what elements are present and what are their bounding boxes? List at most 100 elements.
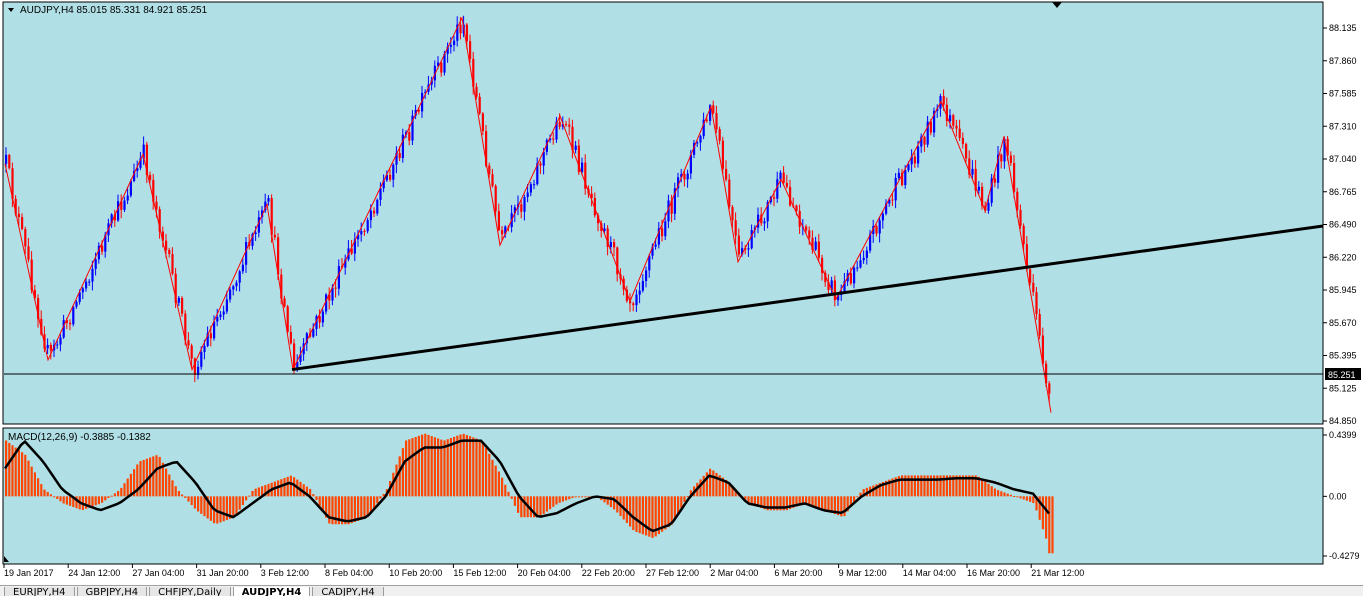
macd-bar — [782, 496, 785, 511]
macd-bar — [75, 496, 78, 509]
tab-gbpjpy-h4[interactable]: GBPJPY,H4 — [76, 587, 148, 596]
macd-bar — [229, 496, 232, 519]
macd-bar — [667, 496, 670, 528]
macd-bar — [437, 438, 440, 497]
price-tick-label: 85.395 — [1329, 351, 1357, 361]
candle-body — [261, 210, 264, 218]
macd-bar — [545, 496, 548, 512]
candle-body — [827, 282, 830, 291]
price-tick-label: 85.125 — [1329, 383, 1357, 393]
macd-bar — [971, 475, 974, 497]
candle-body — [885, 203, 888, 214]
candle-body — [197, 366, 200, 375]
macd-bar — [353, 496, 356, 522]
candle-body — [923, 136, 926, 145]
macd-bar — [888, 479, 891, 497]
macd-bar — [417, 435, 420, 497]
candle-body — [821, 257, 824, 273]
macd-bar — [155, 455, 158, 497]
trendline-segment[interactable] — [291, 224, 1324, 372]
candle-body — [78, 292, 81, 302]
candle-body — [625, 289, 628, 301]
macd-bar — [520, 496, 523, 518]
candle-body — [14, 198, 17, 214]
tab-chfjpy-daily[interactable]: CHFJPY,Daily — [149, 587, 231, 596]
candle-body — [741, 248, 744, 255]
macd-bar — [961, 475, 964, 497]
candle-body — [949, 115, 952, 121]
macd-bar — [53, 496, 56, 498]
tab-eurjpy-h4[interactable]: EURJPY,H4 — [4, 587, 75, 596]
candle-body — [574, 145, 577, 151]
macd-bar — [981, 479, 984, 497]
candle-body — [69, 322, 72, 325]
macd-bar — [309, 488, 312, 497]
candle-body — [129, 180, 132, 196]
candle-body — [725, 168, 728, 180]
candle-body — [837, 295, 840, 301]
candle-body — [373, 210, 376, 214]
candle-body — [264, 201, 267, 211]
candle-body — [280, 274, 283, 299]
macd-panel[interactable] — [2, 427, 1324, 565]
macd-bar — [331, 496, 334, 525]
candle-body — [104, 235, 107, 252]
price-panel[interactable] — [2, 1, 1324, 425]
macd-bar — [798, 496, 801, 506]
macd-bar — [40, 484, 43, 497]
candle-body — [952, 115, 955, 126]
candle-body — [555, 121, 558, 140]
macd-bar — [174, 486, 177, 497]
candle-body — [853, 267, 856, 284]
macd-bar — [254, 488, 257, 497]
candle-body — [168, 249, 171, 255]
candle-body — [997, 154, 1000, 183]
candle-body — [241, 264, 244, 272]
candle-body — [315, 316, 318, 329]
macd-bar — [920, 475, 923, 497]
tab-audjpy-h4[interactable]: AUDJPY,H4 — [232, 587, 311, 596]
macd-bar — [645, 496, 648, 536]
trendline[interactable] — [291, 224, 1324, 372]
macd-bar — [177, 490, 180, 497]
macd-bar — [923, 475, 926, 497]
candle-body — [981, 186, 984, 206]
dropdown-arrow-icon[interactable] — [8, 8, 14, 12]
macd-bar — [657, 496, 660, 535]
candle-body — [149, 175, 152, 180]
candle-body — [667, 200, 670, 222]
time-tick-label: 24 Jan 12:00 — [68, 568, 120, 578]
candle-body — [712, 105, 715, 114]
macd-bar — [184, 496, 187, 499]
macd-histogram — [5, 433, 1054, 554]
time-tick-label: 31 Jan 20:00 — [197, 568, 249, 578]
macd-bar — [469, 436, 472, 497]
candle-body — [616, 247, 619, 275]
candle-body — [702, 119, 705, 137]
macd-bar — [145, 458, 148, 497]
candle-body — [757, 214, 760, 228]
candle-body — [699, 136, 702, 143]
macd-bar — [904, 475, 907, 497]
candle-body — [379, 188, 382, 200]
candle-body — [43, 334, 46, 349]
macd-bar — [577, 496, 580, 498]
macd-bar — [965, 475, 968, 497]
macd-bar — [913, 475, 916, 497]
macd-bar — [462, 433, 465, 497]
macd-bar — [350, 496, 353, 524]
macd-bar — [1000, 491, 1003, 497]
candle-body — [440, 62, 443, 73]
tab-cadjpy-h4[interactable]: CADJPY,H4 — [312, 587, 384, 596]
macd-bar — [37, 478, 40, 497]
candle-body — [552, 138, 555, 140]
candle-body — [520, 204, 523, 212]
macd-bar — [1009, 494, 1012, 497]
chart-shift-marker-icon[interactable] — [1052, 2, 1062, 8]
macd-bar — [232, 496, 235, 518]
candle-body — [491, 174, 494, 186]
macd-bar — [750, 496, 753, 505]
candle-body — [766, 202, 769, 222]
candle-body — [81, 288, 84, 293]
